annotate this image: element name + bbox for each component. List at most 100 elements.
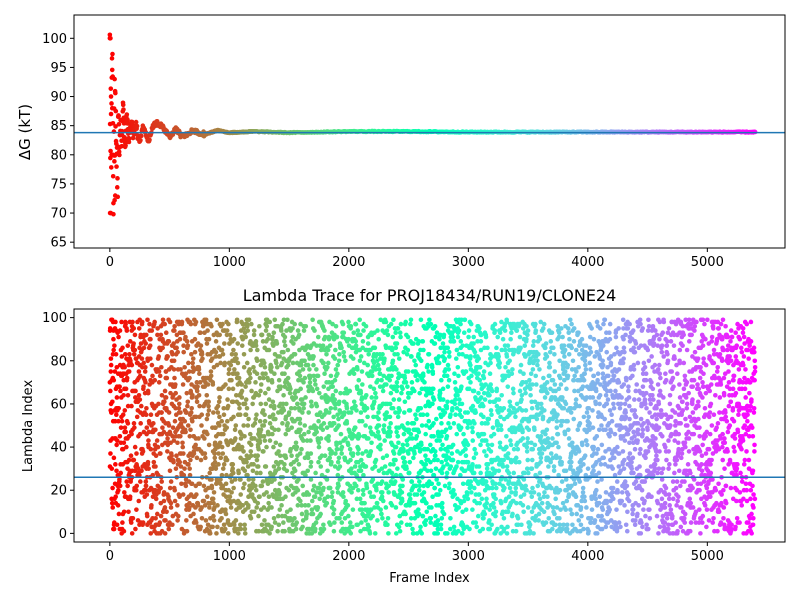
lambda-point — [298, 321, 303, 327]
lambda-point — [324, 425, 330, 430]
lambda-point — [373, 457, 379, 463]
lambda-point — [443, 427, 449, 433]
lambda-point — [448, 464, 454, 469]
lambda-point — [381, 470, 387, 476]
lambda-point — [560, 395, 565, 400]
lambda-point — [396, 425, 402, 430]
lambda-point — [587, 427, 592, 433]
lambda-point — [183, 371, 189, 377]
lambda-point — [205, 382, 211, 387]
lambda-point — [577, 479, 583, 484]
lambda-point — [209, 477, 214, 482]
lambda-point — [402, 459, 408, 465]
lambda-point — [353, 483, 359, 489]
lambda-point — [271, 464, 277, 469]
lambda-point — [308, 399, 314, 405]
lambda-point — [172, 418, 178, 424]
lambda-point — [167, 468, 173, 474]
lambda-point — [506, 373, 511, 379]
lambda-point — [336, 455, 342, 461]
lambda-point — [298, 427, 303, 433]
lambda-point — [108, 369, 114, 374]
lambda-point — [280, 421, 285, 426]
lambda-point — [316, 440, 322, 446]
lambda-point — [187, 500, 192, 506]
lambda-point — [494, 485, 499, 491]
lambda-point — [314, 343, 319, 348]
lambda-point — [395, 433, 401, 439]
lambda-point — [138, 341, 144, 346]
lambda-point — [420, 373, 426, 379]
lambda-point — [233, 423, 239, 428]
lambda-point — [456, 505, 462, 510]
lambda-point — [248, 442, 254, 448]
lambda-point — [513, 459, 519, 465]
lambda-point — [265, 336, 271, 342]
lambda-point — [589, 326, 594, 331]
lambda-point — [381, 373, 387, 379]
lambda-point — [271, 515, 277, 521]
lambda-point — [321, 522, 326, 528]
lambda-point — [529, 457, 535, 463]
lambda-point — [127, 339, 133, 344]
lambda-point — [552, 369, 558, 374]
lambda-point — [579, 347, 585, 353]
lambda-point — [361, 328, 366, 333]
lambda-point — [253, 483, 258, 489]
lambda-point — [487, 393, 492, 398]
lambda-point — [314, 386, 320, 392]
lambda-point — [401, 431, 407, 437]
lambda-point — [255, 347, 260, 353]
lambda-point — [519, 397, 524, 402]
lambda-point — [209, 356, 215, 361]
lambda-point — [388, 429, 393, 435]
lambda-point — [553, 388, 558, 394]
lambda-point — [445, 345, 451, 351]
lambda-point — [277, 442, 283, 448]
lambda-point — [505, 343, 511, 348]
lambda-point — [256, 393, 262, 398]
lambda-point — [307, 367, 312, 372]
lambda-point — [207, 505, 212, 510]
lambda-point — [379, 494, 385, 499]
lambda-point — [194, 455, 200, 461]
lambda-point — [264, 444, 269, 450]
lambda-point — [213, 425, 218, 430]
lambda-point — [439, 459, 444, 465]
lambda-point — [328, 373, 334, 379]
lambda-point — [143, 364, 148, 370]
lambda-point — [576, 330, 581, 336]
lambda-point — [241, 449, 246, 454]
lambda-point — [457, 397, 462, 402]
lambda-point — [493, 481, 498, 487]
lambda-point — [317, 496, 322, 502]
lambda-point — [333, 323, 339, 329]
lambda-point — [406, 427, 412, 433]
lambda-point — [565, 362, 571, 368]
lambda-point — [246, 477, 252, 482]
lambda-point — [304, 511, 310, 517]
lambda-point — [441, 332, 447, 338]
lambda-point — [462, 468, 468, 474]
lambda-point — [181, 343, 186, 348]
lambda-point — [508, 438, 513, 443]
lambda-point — [205, 522, 211, 528]
lambda-point — [382, 438, 387, 443]
lambda-point — [181, 472, 187, 478]
lambda-point — [342, 515, 348, 521]
lambda-point — [303, 472, 308, 478]
lambda-point — [561, 343, 567, 348]
lambda-trace-panel: Lambda Trace for PROJ18434/RUN19/CLONE24… — [21, 286, 786, 586]
lambda-point — [315, 505, 321, 510]
lambda-point — [162, 388, 168, 394]
lambda-point — [246, 503, 251, 508]
lambda-point — [220, 352, 226, 357]
lambda-point — [372, 531, 378, 536]
lambda-point — [331, 528, 337, 534]
lambda-point — [530, 382, 535, 387]
lambda-point — [587, 421, 592, 426]
lambda-point — [355, 367, 360, 372]
lambda-point — [470, 507, 475, 512]
lambda-point — [522, 470, 527, 476]
lambda-point — [171, 438, 177, 443]
